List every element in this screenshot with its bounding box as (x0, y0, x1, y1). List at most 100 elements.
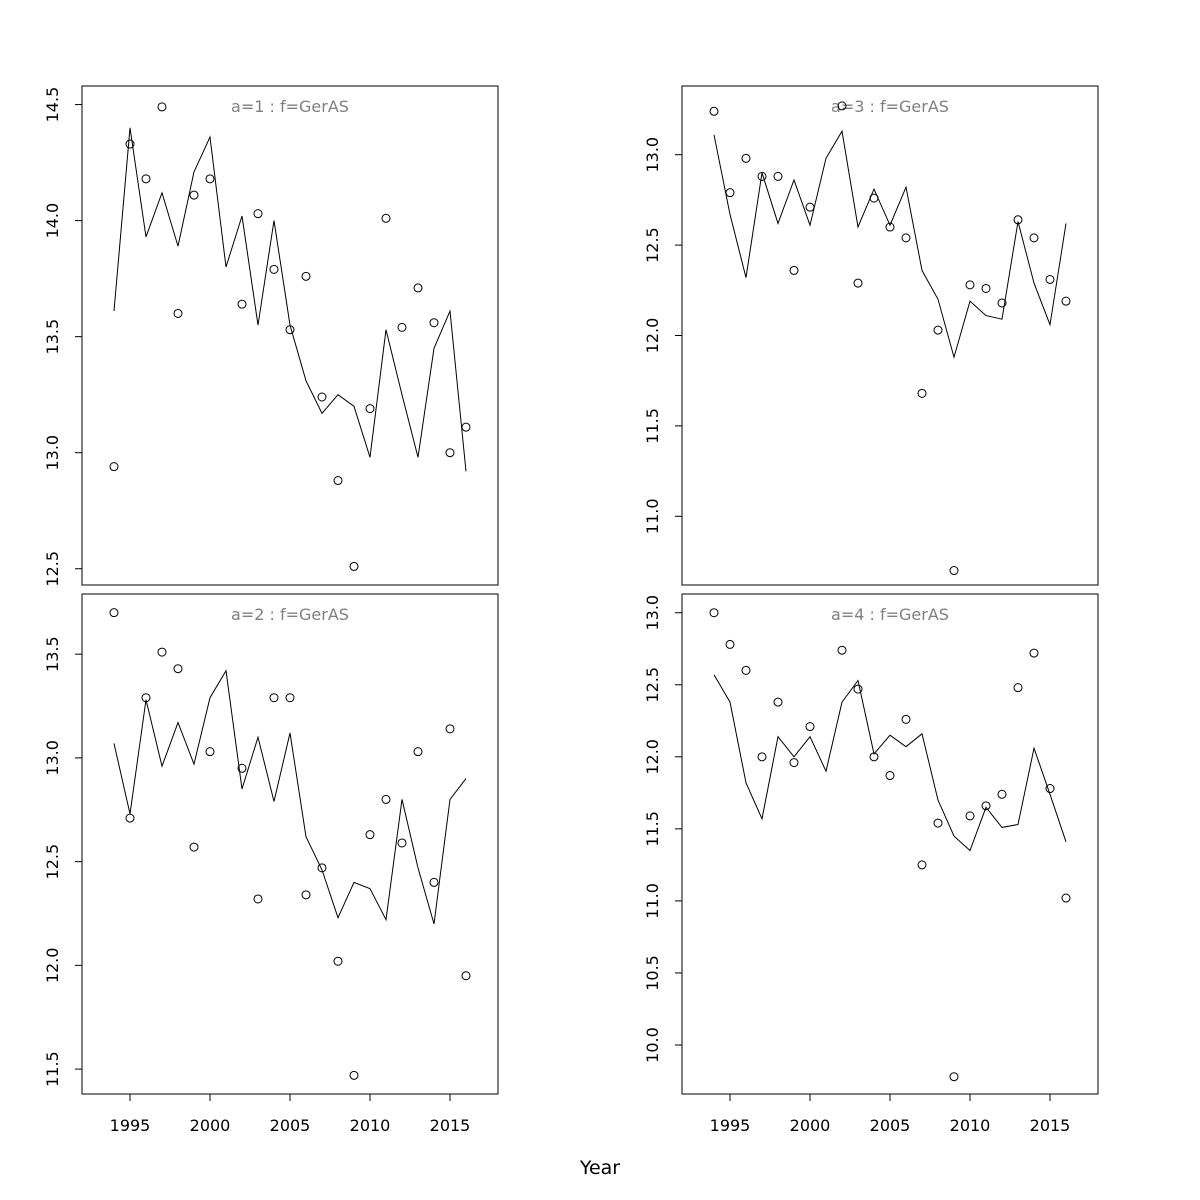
observed-point (725, 639, 735, 649)
observed-point (205, 174, 215, 184)
observed-point (981, 801, 991, 811)
observed-point (381, 213, 391, 223)
observed-point (109, 608, 119, 618)
fitted-line (113, 127, 467, 472)
observed-point (349, 561, 359, 571)
observed-point (885, 222, 895, 232)
observed-point (189, 190, 199, 200)
observed-point (981, 283, 991, 293)
observed-point (301, 271, 311, 281)
observed-point (365, 404, 375, 414)
observed-point (741, 665, 751, 675)
x-tick-label: 2010 (350, 1116, 391, 1135)
observed-point (237, 299, 247, 309)
y-tick-label: 13.0 (43, 740, 62, 776)
observed-point (445, 724, 455, 734)
plot-frame (681, 85, 1099, 586)
observed-point (1061, 893, 1071, 903)
x-tick-label: 2015 (1030, 1116, 1071, 1135)
observed-point (805, 722, 815, 732)
panel-3: 11.0 11.5 12.0 12.5 13.0 a=3 : f=GerAS (643, 85, 1099, 586)
panel-1: 12.5 13.0 13.5 14.0 14.5 a=1 : f=GerAS (43, 85, 499, 587)
observed-point (189, 842, 199, 852)
observed-point (141, 174, 151, 184)
observed-point (349, 1070, 359, 1080)
observed-point (157, 102, 167, 112)
observed-point (965, 280, 975, 290)
x-tick-label: 1995 (110, 1116, 151, 1135)
observed-point (125, 813, 135, 823)
x-axis-label: Year (579, 1157, 620, 1179)
observed-point (933, 325, 943, 335)
observed-point (461, 971, 471, 981)
y-tick-label: 11.5 (643, 408, 662, 444)
observed-point (397, 322, 407, 332)
observed-point (1045, 784, 1055, 794)
y-tick-label: 12.0 (643, 318, 662, 354)
observed-point (853, 684, 863, 694)
fitted-line (113, 669, 467, 925)
observed-point (333, 956, 343, 966)
observed-point (269, 693, 279, 703)
fitted-line (713, 674, 1067, 852)
panel-4: 10.0 10.5 11.0 11.5 12.0 12.5 13.0 1995 2000 2005… (643, 593, 1099, 1135)
observed-point (757, 752, 767, 762)
x-tick-label: 2010 (950, 1116, 991, 1135)
observed-point (1029, 648, 1039, 658)
observed-point (997, 789, 1007, 799)
y-tick-label: 12.5 (643, 667, 662, 703)
y-tick-label: 12.5 (643, 227, 662, 263)
y-tick-label: 12.0 (643, 739, 662, 775)
x-tick-label: 2000 (790, 1116, 831, 1135)
observed-point (805, 202, 815, 212)
y-tick-label: 14.5 (43, 87, 62, 123)
observed-point (365, 830, 375, 840)
observed-point (741, 153, 751, 163)
observed-point (413, 747, 423, 757)
observed-point (333, 476, 343, 486)
observed-point (901, 233, 911, 243)
observed-point (461, 422, 471, 432)
plot-frame (681, 593, 1099, 1095)
observed-point (109, 462, 119, 472)
observed-point (757, 171, 767, 181)
observed-point (269, 264, 279, 274)
observed-point (709, 106, 719, 116)
observed-point (885, 771, 895, 781)
observed-point (1061, 296, 1071, 306)
panel-title: a=1 : f=GerAS (231, 97, 349, 116)
observed-point (301, 890, 311, 900)
panel-title: a=4 : f=GerAS (831, 605, 949, 624)
fitted-line (713, 129, 1067, 360)
y-tick-label: 10.0 (643, 1027, 662, 1063)
observed-point (997, 298, 1007, 308)
y-tick-label: 13.5 (43, 319, 62, 355)
observed-point (125, 139, 135, 149)
observed-point (253, 209, 263, 219)
observed-point (253, 894, 263, 904)
observed-point (789, 265, 799, 275)
observed-point (965, 811, 975, 821)
x-tick-label: 2005 (870, 1116, 911, 1135)
panel-title: a=3 : f=GerAS (831, 97, 949, 116)
y-tick-label: 13.0 (643, 595, 662, 631)
observed-point (901, 714, 911, 724)
y-tick-label: 14.0 (43, 203, 62, 239)
observed-point (413, 283, 423, 293)
plot-frame (81, 593, 499, 1095)
observed-point (789, 758, 799, 768)
observed-point (773, 697, 783, 707)
observed-point (173, 308, 183, 318)
observed-point (837, 101, 847, 111)
y-tick-label: 10.5 (643, 955, 662, 991)
y-tick-label: 11.5 (643, 811, 662, 847)
y-tick-label: 13.5 (43, 636, 62, 672)
observed-point (381, 794, 391, 804)
observed-point (837, 645, 847, 655)
observed-point (773, 171, 783, 181)
panel-2: 11.5 12.0 12.5 13.0 13.5 1995 2000 2005 2010 2015… (43, 593, 499, 1135)
observed-point (397, 838, 407, 848)
observed-point (317, 392, 327, 402)
plot-frame (81, 85, 499, 586)
